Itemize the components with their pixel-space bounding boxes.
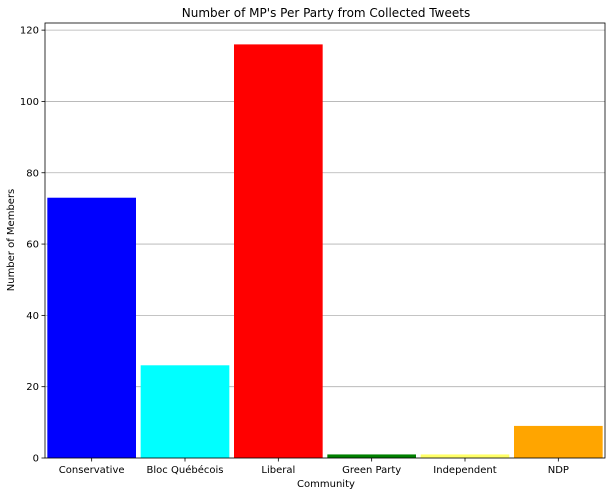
bar-ndp: [514, 425, 603, 458]
y-tick-label-0: 0: [33, 454, 39, 465]
gridlines: [45, 29, 605, 459]
x-axis-label: Community: [297, 479, 355, 490]
x-tick-label-liberal: Liberal: [261, 465, 295, 476]
bar-green-party: [327, 454, 416, 458]
chart-title: Number of MP's Per Party from Collected …: [182, 6, 470, 20]
bar-bloc-qu-b-cois: [140, 365, 230, 458]
y-axis: 0 20 40 60 80 100 120: [20, 26, 45, 465]
x-axis: Conservative Bloc Québécois Liberal Green P…: [59, 458, 569, 476]
y-tick-label-40: 40: [26, 311, 39, 322]
x-tick-label-independent: Independent: [433, 465, 496, 476]
y-tick-label-20: 20: [26, 382, 39, 393]
y-tick-label-80: 80: [26, 168, 39, 179]
y-axis-label: Number of Members: [6, 189, 17, 292]
bars: [47, 44, 603, 459]
x-tick-label-ndp: NDP: [548, 465, 569, 476]
bar-independent: [420, 454, 510, 458]
y-tick-label-120: 120: [20, 26, 39, 37]
y-tick-label-100: 100: [20, 97, 39, 108]
bar-conservative: [47, 197, 137, 458]
x-tick-label-conservative: Conservative: [59, 465, 125, 476]
y-tick-label-60: 60: [26, 240, 39, 251]
bar-liberal: [234, 44, 323, 459]
x-tick-label-bloc-qu-b-cois: Bloc Québécois: [147, 464, 224, 476]
plot-frame: [44, 22, 606, 459]
x-tick-label-green-party: Green Party: [342, 465, 401, 476]
